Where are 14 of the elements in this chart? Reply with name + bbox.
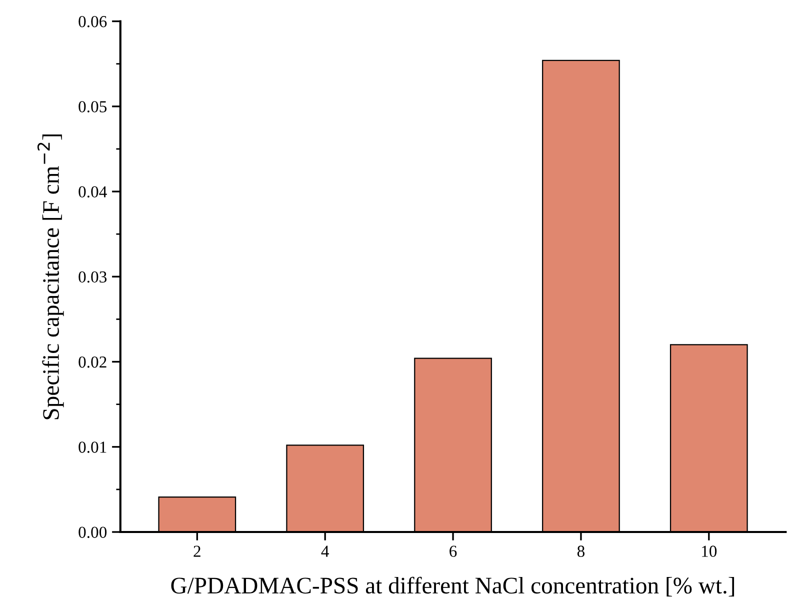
y-tick-label: 0.02 bbox=[78, 356, 106, 368]
y-tick-label: 0.01 bbox=[78, 442, 106, 453]
y-tick-label: 0.03 bbox=[78, 271, 107, 283]
y-tick-label: 0.05 bbox=[78, 101, 107, 112]
y-axis-title: Specific capacitance [F cm$^{−2}$] bbox=[37, 134, 64, 420]
x-tick-label: 10 bbox=[702, 546, 717, 557]
y-tick-label: 0.00 bbox=[78, 526, 107, 538]
x-tick-label: 6 bbox=[450, 546, 457, 557]
x-axis-title: G/PDADMAC-PSS at different NaCl concentration [% wt.] bbox=[171, 576, 734, 597]
x-tick-label: 2 bbox=[194, 546, 200, 557]
x-tick-label: 4 bbox=[321, 546, 329, 557]
y-tick-label: 0.04 bbox=[78, 186, 107, 198]
y-tick-label: 0.06 bbox=[78, 16, 107, 28]
x-tick-label: 8 bbox=[577, 546, 584, 557]
